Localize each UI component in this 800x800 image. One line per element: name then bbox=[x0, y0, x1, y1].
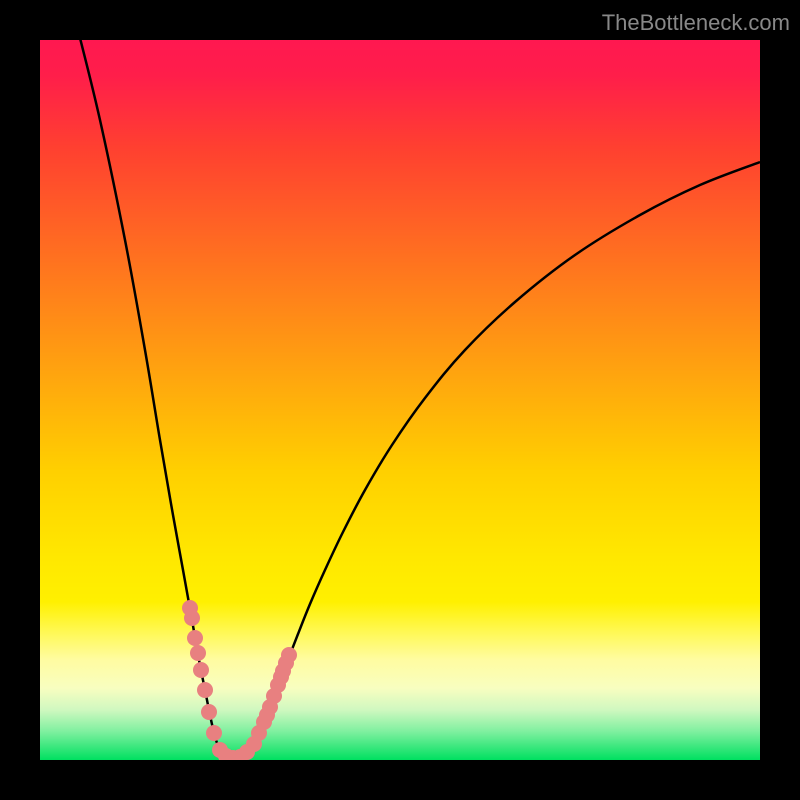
data-marker bbox=[187, 630, 203, 646]
chart-plot-area bbox=[40, 40, 760, 760]
data-marker bbox=[201, 704, 217, 720]
chart-curve-layer bbox=[40, 40, 760, 760]
data-markers-group bbox=[182, 600, 297, 760]
watermark-text: TheBottleneck.com bbox=[602, 10, 790, 36]
data-marker bbox=[190, 645, 206, 661]
data-marker bbox=[197, 682, 213, 698]
data-marker bbox=[193, 662, 209, 678]
data-marker bbox=[184, 610, 200, 626]
data-marker bbox=[281, 647, 297, 663]
bottleneck-curve bbox=[78, 40, 760, 759]
data-marker bbox=[206, 725, 222, 741]
